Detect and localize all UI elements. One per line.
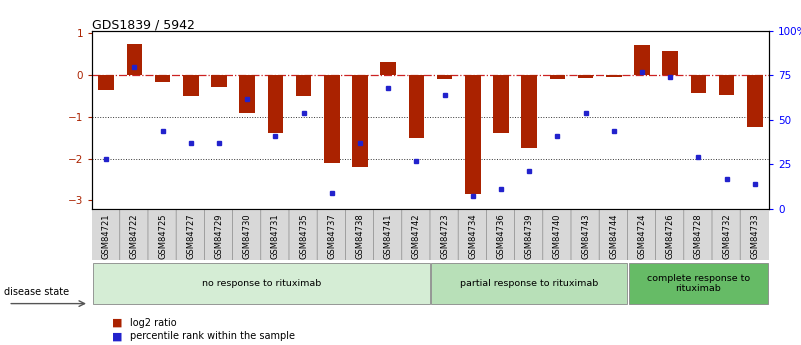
FancyBboxPatch shape [289,208,318,262]
Text: ■: ■ [112,332,123,341]
Bar [578,75,594,78]
Text: GSM84721: GSM84721 [102,214,111,259]
Bar [634,45,650,75]
Bar [296,75,312,96]
Text: GSM84737: GSM84737 [328,214,336,259]
Bar [352,75,368,167]
Text: GSM84730: GSM84730 [243,214,252,259]
FancyBboxPatch shape [684,208,713,262]
FancyBboxPatch shape [543,208,572,262]
FancyBboxPatch shape [261,208,290,262]
FancyBboxPatch shape [431,263,627,304]
FancyBboxPatch shape [93,263,430,304]
Bar [183,75,199,96]
Bar [239,75,255,112]
Bar [493,75,509,134]
FancyBboxPatch shape [599,208,629,262]
Bar [211,75,227,88]
Text: disease state: disease state [4,287,69,296]
Text: GSM84742: GSM84742 [412,214,421,259]
Bar [155,75,171,82]
Text: GSM84724: GSM84724 [638,214,646,259]
FancyBboxPatch shape [345,208,375,262]
Text: GSM84743: GSM84743 [582,214,590,259]
Text: GSM84731: GSM84731 [271,214,280,259]
Text: GSM84741: GSM84741 [384,214,392,259]
Text: GSM84739: GSM84739 [525,214,533,259]
Text: GDS1839 / 5942: GDS1839 / 5942 [92,18,195,31]
Text: GSM84728: GSM84728 [694,214,703,259]
FancyBboxPatch shape [430,208,459,262]
Bar [521,75,537,148]
Bar [127,43,142,75]
Bar [747,75,763,127]
Text: GSM84727: GSM84727 [187,214,195,259]
Text: GSM84729: GSM84729 [215,214,223,259]
Text: GSM84725: GSM84725 [158,214,167,259]
FancyBboxPatch shape [514,208,544,262]
Text: GSM84732: GSM84732 [723,214,731,259]
Text: GSM84738: GSM84738 [356,214,364,259]
FancyBboxPatch shape [458,208,488,262]
Text: complete response to
rituximab: complete response to rituximab [647,274,750,293]
Bar [268,75,284,134]
FancyBboxPatch shape [204,208,234,262]
Bar [549,75,566,79]
Bar [465,75,481,194]
FancyBboxPatch shape [317,208,347,262]
FancyBboxPatch shape [571,208,600,262]
FancyBboxPatch shape [486,208,516,262]
FancyBboxPatch shape [176,208,206,262]
Text: partial response to rituximab: partial response to rituximab [460,279,598,288]
Bar [99,75,114,90]
Bar [324,75,340,163]
Bar [380,61,396,75]
Text: GSM84723: GSM84723 [440,214,449,259]
FancyBboxPatch shape [629,263,768,304]
Bar [606,75,622,77]
Text: GSM84733: GSM84733 [751,214,759,259]
FancyBboxPatch shape [402,208,431,262]
FancyBboxPatch shape [740,208,770,262]
Text: GSM84734: GSM84734 [469,214,477,259]
Bar [690,75,706,92]
Bar [719,75,735,95]
Bar [409,75,425,138]
Text: GSM84740: GSM84740 [553,214,562,259]
Text: percentile rank within the sample: percentile rank within the sample [130,332,295,341]
Text: GSM84726: GSM84726 [666,214,674,259]
Text: GSM84735: GSM84735 [299,214,308,259]
Text: GSM84722: GSM84722 [130,214,139,259]
Text: ■: ■ [112,318,123,327]
FancyBboxPatch shape [655,208,685,262]
FancyBboxPatch shape [373,208,403,262]
FancyBboxPatch shape [148,208,177,262]
Text: log2 ratio: log2 ratio [130,318,176,327]
Text: no response to rituximab: no response to rituximab [202,279,321,288]
Text: GSM84744: GSM84744 [610,214,618,259]
FancyBboxPatch shape [120,208,149,262]
FancyBboxPatch shape [627,208,657,262]
Bar [662,51,678,75]
Bar [437,75,453,79]
Text: GSM84736: GSM84736 [497,214,505,259]
FancyBboxPatch shape [232,208,262,262]
FancyBboxPatch shape [712,208,741,262]
FancyBboxPatch shape [91,208,121,262]
